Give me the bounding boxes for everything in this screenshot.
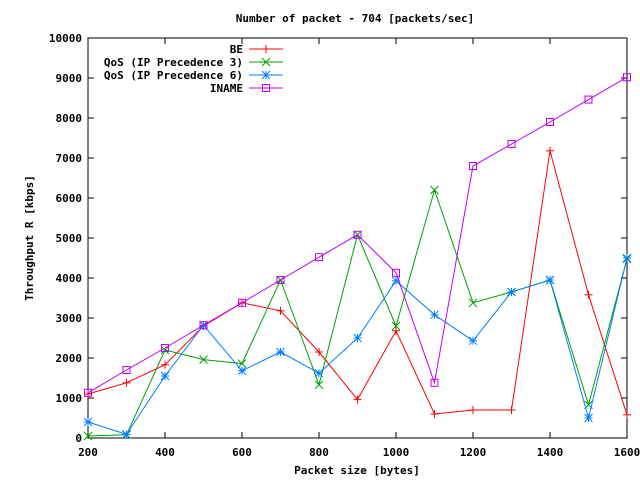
data-point	[469, 162, 477, 170]
data-point	[546, 146, 554, 155]
data-point	[392, 326, 400, 335]
data-point	[160, 345, 170, 355]
data-point	[161, 360, 169, 369]
data-point	[199, 355, 208, 364]
legend-label: QoS (IP Precedence 3)	[104, 56, 243, 69]
data-point	[353, 395, 362, 404]
x-tick-label: 400	[155, 446, 175, 459]
legend-label: QoS (IP Precedence 6)	[104, 69, 243, 82]
legend-swatch-marker	[261, 70, 271, 80]
x-tick-label: 800	[309, 446, 329, 459]
y-tick-label: 3000	[56, 312, 83, 325]
y-tick-label: 9000	[56, 72, 83, 85]
data-point	[237, 366, 247, 376]
data-point	[468, 336, 478, 346]
data-point	[353, 230, 362, 239]
y-tick-label: 7000	[56, 152, 83, 165]
data-point	[623, 410, 631, 419]
y-tick-label: 1000	[56, 392, 83, 405]
data-point	[161, 344, 169, 352]
data-point	[314, 380, 324, 390]
data-point	[430, 185, 439, 195]
data-point	[507, 287, 516, 297]
x-axis-label: Packet size [bytes]	[294, 464, 420, 477]
data-point	[83, 431, 93, 441]
data-point	[468, 298, 478, 308]
legend-label: BE	[230, 43, 243, 56]
series-line-0	[87, 150, 628, 415]
data-point	[83, 417, 93, 427]
data-point	[584, 290, 593, 299]
data-point	[430, 378, 439, 387]
data-point	[314, 368, 324, 378]
data-point	[160, 371, 170, 381]
y-axis-label: Throughput R [kbps]	[23, 175, 36, 301]
data-point	[430, 310, 439, 320]
x-tick-label: 1000	[383, 446, 410, 459]
x-tick-label: 1400	[537, 446, 564, 459]
series-line-3	[87, 76, 628, 394]
data-point	[623, 73, 631, 82]
y-tick-label: 4000	[56, 272, 83, 285]
data-point	[122, 378, 131, 387]
data-point	[315, 253, 323, 262]
data-point	[353, 333, 362, 343]
data-point	[237, 359, 247, 368]
data-point	[507, 406, 516, 414]
y-tick-label: 10000	[49, 32, 82, 45]
y-tick-label: 6000	[56, 192, 83, 205]
x-tick-label: 1600	[614, 446, 640, 459]
data-point	[391, 321, 401, 331]
x-tick-label: 600	[232, 446, 252, 459]
legend-label: INAME	[210, 82, 243, 95]
data-point	[507, 140, 516, 148]
data-point	[430, 410, 439, 418]
data-point	[276, 276, 285, 284]
x-tick-label: 200	[78, 446, 98, 459]
legend-swatch-marker	[261, 57, 271, 67]
data-point	[276, 347, 285, 357]
data-point	[545, 275, 555, 285]
data-point	[584, 413, 593, 423]
legend-swatch-marker	[262, 84, 270, 92]
legend-swatch-marker	[262, 45, 270, 53]
data-point	[238, 298, 246, 307]
data-point	[122, 430, 131, 439]
data-point	[391, 276, 401, 286]
y-tick-label: 8000	[56, 112, 83, 125]
data-point	[546, 118, 554, 126]
data-point	[392, 268, 400, 277]
series-lines	[83, 73, 632, 441]
y-tick-label: 2000	[56, 352, 83, 365]
data-point	[315, 348, 323, 356]
y-tick-label: 5000	[56, 232, 83, 245]
x-tick-label: 1200	[460, 446, 487, 459]
data-point	[584, 95, 593, 104]
chart-title: Number of packet - 704 [packets/sec]	[236, 12, 474, 25]
data-point	[84, 388, 92, 397]
axis-ticks: 0 1000 2000 3000 4000 5000 6000 7000 8000 9000 100…	[49, 32, 640, 459]
data-point	[469, 406, 477, 414]
data-point	[122, 366, 131, 374]
data-point	[199, 321, 208, 330]
data-point	[622, 253, 632, 263]
data-point	[276, 306, 285, 315]
y-tick-label: 0	[75, 432, 82, 445]
